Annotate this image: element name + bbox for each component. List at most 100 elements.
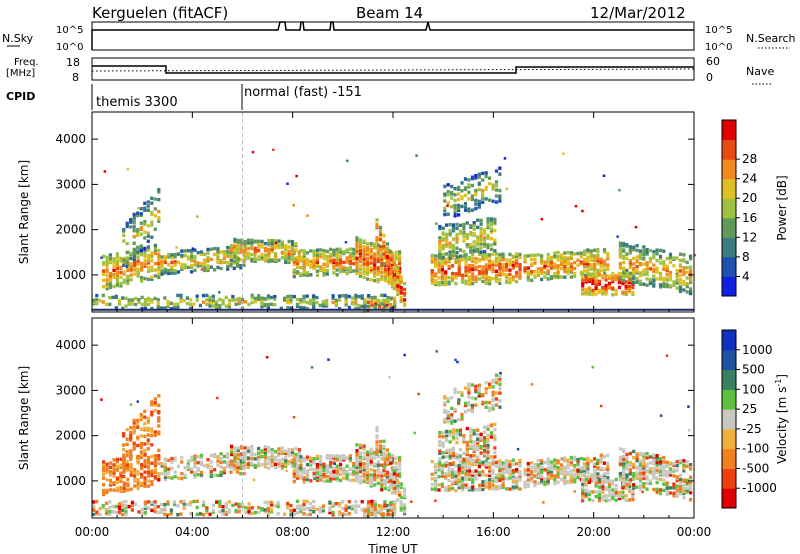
heatmap-cell — [399, 275, 403, 279]
heatmap-cell — [146, 438, 150, 442]
heatmap-cell — [483, 443, 487, 448]
heatmap-cell — [569, 268, 573, 273]
heatmap-cell — [139, 248, 143, 253]
heatmap-cell — [190, 455, 194, 459]
heatmap-cell — [139, 244, 143, 248]
heatmap-cell — [392, 484, 396, 488]
heatmap-cell — [450, 271, 455, 276]
heatmap-cell — [394, 255, 398, 259]
heatmap-cell — [338, 501, 342, 506]
heatmap-cell — [659, 414, 663, 417]
heatmap-cell — [587, 277, 591, 282]
heatmap-cell — [491, 397, 495, 401]
heatmap-cell — [369, 447, 373, 451]
heatmap-cell — [566, 458, 570, 462]
heatmap-cell — [355, 252, 359, 256]
heatmap-cell — [143, 500, 147, 504]
heatmap-cell — [627, 482, 632, 486]
heatmap-cell — [438, 243, 442, 247]
heatmap-cell — [389, 296, 393, 300]
heatmap-cell — [206, 465, 210, 470]
heatmap-cell — [658, 491, 663, 496]
heatmap-cell — [170, 256, 174, 260]
heatmap-cell — [176, 504, 180, 508]
heatmap-cell — [295, 174, 298, 178]
heatmap-cell — [180, 249, 184, 253]
heatmap-cell — [163, 296, 167, 300]
heatmap-cell — [150, 469, 154, 473]
heatmap-cell — [362, 444, 366, 448]
heatmap-cell — [474, 275, 478, 279]
heatmap-cell — [286, 506, 290, 510]
heatmap-cell — [102, 272, 106, 276]
heatmap-cell — [280, 466, 284, 470]
heatmap-cell — [219, 465, 223, 469]
heatmap-cell — [130, 298, 134, 302]
heatmap-cell — [385, 473, 389, 477]
heatmap-cell — [501, 485, 505, 489]
heatmap-cell — [229, 459, 233, 463]
heatmap-cell — [454, 274, 458, 278]
heatmap-cell — [579, 254, 583, 258]
heatmap-cell — [216, 257, 220, 261]
heatmap-cell — [139, 455, 143, 460]
heatmap-cell — [394, 469, 398, 473]
heatmap-cell — [250, 300, 254, 305]
heatmap-cell — [146, 234, 150, 238]
heatmap-cell — [498, 194, 502, 198]
heatmap-cell — [143, 434, 147, 439]
heatmap-cell — [662, 460, 666, 464]
heatmap-cell — [373, 263, 377, 267]
heatmap-cell — [618, 462, 622, 466]
heatmap-cell — [302, 266, 306, 270]
heatmap-cell — [108, 259, 113, 263]
heatmap-cell — [450, 205, 454, 209]
heatmap-cell — [153, 462, 157, 466]
heatmap-cell — [140, 463, 144, 467]
heatmap-cell — [462, 440, 466, 444]
heatmap-cell — [146, 208, 150, 212]
heatmap-cell — [302, 252, 306, 256]
heatmap-cell — [328, 506, 332, 510]
heatmap-cell — [665, 481, 669, 485]
heatmap-cell — [611, 271, 615, 276]
heatmap-cell — [153, 509, 157, 514]
heatmap-cell — [464, 256, 468, 260]
heatmap-cell — [461, 480, 465, 484]
heatmap-cell — [338, 472, 343, 476]
heatmap-cell — [319, 455, 323, 459]
heatmap-cell — [392, 268, 396, 272]
heatmap-cell — [92, 506, 96, 511]
heatmap-cell — [309, 467, 313, 471]
heatmap-cell — [119, 465, 123, 470]
heatmap-cell — [286, 298, 290, 302]
heatmap-cell — [566, 479, 570, 483]
heatmap-cell — [373, 295, 377, 300]
heatmap-cell — [394, 257, 398, 262]
heatmap-cell — [136, 262, 140, 266]
heatmap-cell — [263, 456, 267, 460]
heatmap-cell — [129, 473, 133, 477]
heatmap-cell — [132, 229, 136, 233]
heatmap-cell — [115, 252, 119, 256]
heatmap-cell — [319, 254, 323, 259]
heatmap-cell — [203, 260, 207, 264]
heatmap-cell — [491, 393, 495, 397]
heatmap-cell — [584, 477, 588, 481]
heatmap-cell — [195, 505, 199, 510]
heatmap-cell — [136, 443, 140, 448]
heatmap-cell — [516, 447, 520, 451]
heatmap-cell — [111, 504, 115, 509]
heatmap-cell — [573, 271, 577, 276]
heatmap-cell — [226, 245, 230, 250]
heatmap-cell — [479, 222, 483, 226]
heatmap-cell — [563, 479, 567, 483]
heatmap-cell — [150, 300, 154, 304]
heatmap-cell — [355, 468, 359, 472]
heatmap-cell — [453, 209, 457, 213]
heatmap-cell — [266, 512, 270, 517]
heatmap-cell — [398, 270, 402, 275]
heatmap-cell — [622, 266, 626, 270]
heatmap-cell — [470, 383, 474, 387]
heatmap-cell — [682, 459, 686, 463]
